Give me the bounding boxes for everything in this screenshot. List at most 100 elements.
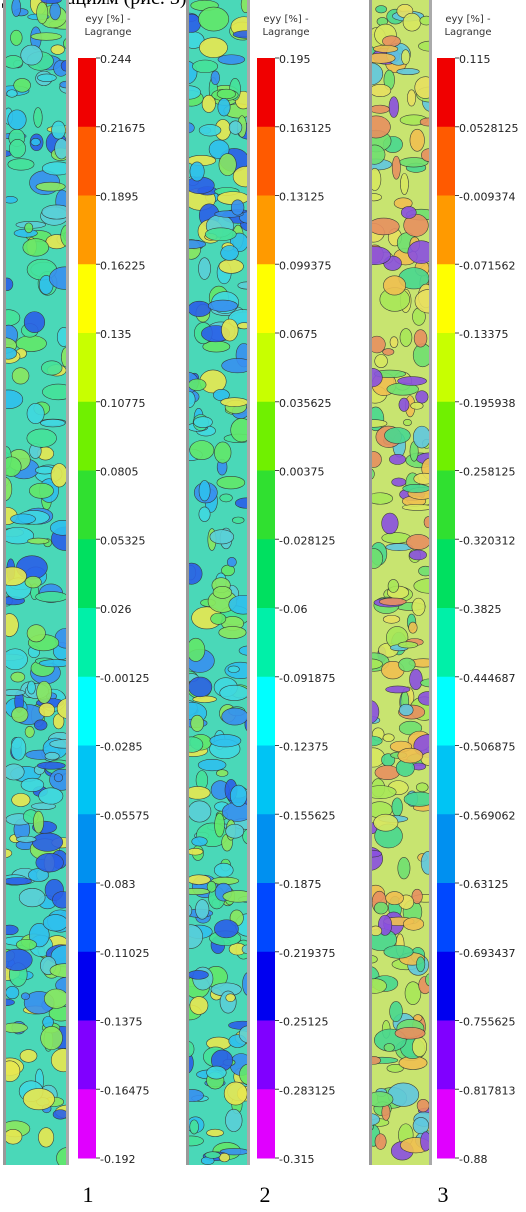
scale-band: [437, 952, 455, 1021]
scale-band: [78, 1021, 96, 1090]
strain-contour: [3, 649, 28, 670]
scale-label: 0.195: [279, 53, 311, 66]
strain-contour: [4, 55, 23, 68]
strain-contour: [51, 463, 68, 487]
strain-contour: [403, 918, 423, 931]
strain-contour: [226, 994, 236, 1002]
scale-band: [78, 677, 96, 746]
strain-contour: [4, 764, 25, 780]
scale-band: [257, 58, 275, 127]
strain-contour: [27, 625, 45, 642]
strain-contour: [231, 200, 244, 215]
legend-title: eyy [%] -: [263, 14, 309, 25]
strain-contour: [379, 598, 406, 605]
strain-contour: [229, 121, 242, 135]
scale-band: [257, 333, 275, 402]
strain-contour: [7, 90, 18, 98]
strain-contour: [364, 145, 385, 164]
strain-contour: [11, 737, 26, 760]
scale-band: [437, 264, 455, 333]
scale-band: [78, 608, 96, 677]
strain-contour: [386, 686, 410, 693]
strain-contour: [384, 428, 410, 444]
strain-contour: [16, 939, 36, 950]
scale-band: [437, 1021, 455, 1090]
strain-contour: [37, 681, 52, 703]
strain-contour: [199, 507, 210, 522]
strain-contour: [37, 74, 56, 82]
strain-contour: [37, 2, 48, 24]
strain-contour: [370, 105, 389, 113]
specimen-edge: [369, 0, 372, 1165]
strain-contour: [375, 766, 400, 780]
strain-contour: [392, 798, 403, 817]
strain-contour: [400, 329, 412, 347]
specimen-edge: [186, 0, 189, 1165]
scale-band: [78, 471, 96, 540]
strain-contour: [214, 920, 238, 938]
strain-contour: [221, 398, 249, 407]
scale-band: [78, 814, 96, 883]
scale-label: -0.755625: [459, 1016, 515, 1029]
strain-contour: [207, 1129, 224, 1136]
strain-contour: [6, 986, 19, 999]
scale-label: 0.0805: [100, 466, 139, 479]
scale-band: [257, 1021, 275, 1090]
strain-contour: [188, 970, 208, 979]
scale-label: -0.192: [100, 1153, 135, 1166]
scale-label: -0.00125: [100, 672, 149, 685]
strain-contour: [0, 348, 17, 360]
strain-contour: [389, 97, 399, 118]
scale-label: -0.506875: [459, 741, 515, 754]
legend-title: Lagrange: [84, 27, 131, 38]
caption-number: 3: [438, 1182, 449, 1207]
strain-contour: [23, 1088, 54, 1109]
strain-contour: [199, 125, 221, 137]
scale-label: -0.06: [279, 603, 307, 616]
strain-contour: [412, 1037, 426, 1057]
scale-label: -0.05575: [100, 809, 149, 822]
strain-contour: [10, 30, 22, 45]
strain-contour: [216, 770, 228, 777]
specimen-edge: [247, 0, 250, 1165]
strain-contour: [211, 613, 226, 624]
strain-contour: [45, 752, 59, 760]
strain-contour: [187, 875, 210, 885]
scale-band: [437, 539, 455, 608]
strain-contour: [214, 442, 231, 463]
scale-label: -0.693437: [459, 947, 515, 960]
strain-contour: [399, 398, 409, 411]
strain-contour: [403, 484, 430, 492]
strain-contour: [366, 452, 382, 468]
strain-contour: [382, 513, 399, 534]
specimen-edge: [3, 0, 6, 1165]
scale-band: [257, 196, 275, 265]
strain-contour: [14, 78, 31, 92]
strain-contour: [221, 246, 239, 261]
strain-contour: [28, 538, 50, 544]
strain-contour: [52, 892, 72, 909]
strain-contour: [384, 945, 413, 958]
strain-contour: [51, 1049, 75, 1072]
strain-contour: [4, 1129, 22, 1144]
strain-contour: [1, 949, 32, 971]
strain-contour: [8, 110, 26, 130]
scale-label: 0.115: [459, 53, 491, 66]
strain-contour: [0, 310, 20, 326]
strain-contour: [390, 337, 398, 348]
strain-contour: [374, 902, 388, 914]
strain-contour: [373, 45, 398, 52]
strain-contour: [183, 14, 201, 32]
scale-band: [78, 952, 96, 1021]
strain-contour: [361, 748, 385, 767]
scale-label: -0.3825: [459, 603, 501, 616]
strain-contour: [198, 7, 228, 31]
scale-band: [257, 539, 275, 608]
strain-contour: [32, 833, 63, 851]
strain-contour: [51, 45, 65, 55]
scale-label: -0.258125: [459, 466, 515, 479]
strain-contour: [410, 129, 425, 151]
strain-contour: [11, 514, 36, 524]
scale-band: [437, 677, 455, 746]
strain-contour: [388, 1083, 419, 1107]
